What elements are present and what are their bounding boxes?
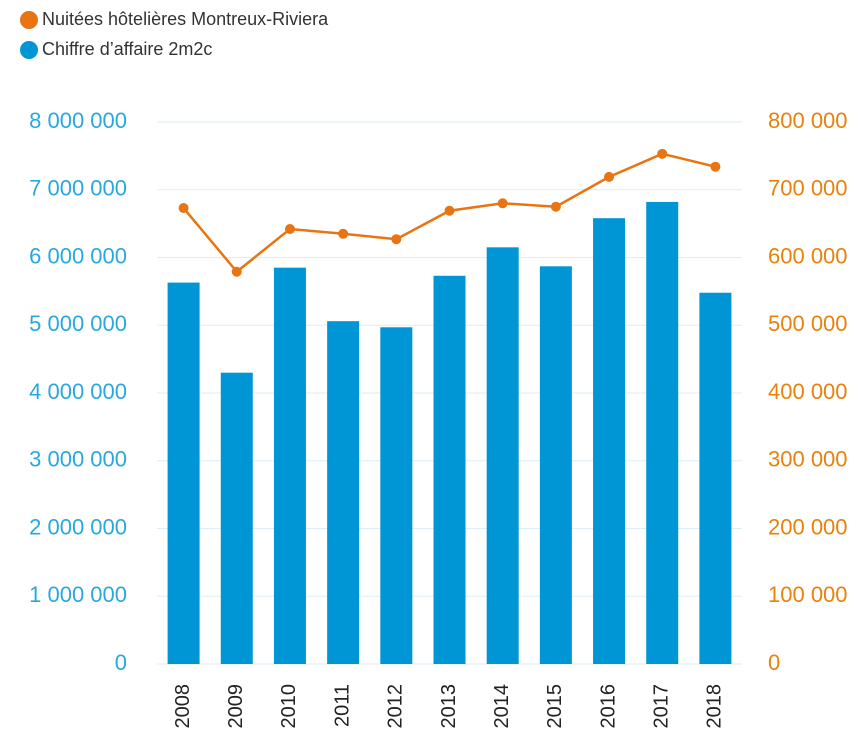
- y-tick-label: 7 000 000: [29, 176, 127, 201]
- y-tick-label: 6 000 000: [29, 243, 127, 268]
- x-tick-label: 2017: [651, 684, 673, 729]
- line-point: [657, 148, 668, 159]
- y-tick-label: 4 000 000: [29, 379, 127, 404]
- line-point: [178, 203, 189, 214]
- x-tick-label: 2018: [704, 684, 726, 729]
- bar: [593, 218, 626, 664]
- y-tick-label: 2 000 000: [29, 514, 127, 539]
- legend-marker: [20, 41, 38, 59]
- bar: [433, 275, 466, 664]
- legend-label: Nuitées hôtelières Montreux-Riviera: [42, 9, 329, 29]
- x-tick-label: 2014: [491, 684, 513, 729]
- x-tick-label: 2011: [331, 684, 353, 727]
- legend-label: Chiffre d’affaire 2m2c: [42, 39, 212, 59]
- y2-tick-label: 600 000: [768, 243, 848, 268]
- y-tick-label: 8 000 000: [29, 108, 127, 133]
- line-point: [604, 171, 615, 182]
- line-point: [497, 198, 508, 209]
- bar: [220, 372, 253, 664]
- bar: [646, 201, 679, 664]
- y-tick-label: 0: [115, 650, 127, 675]
- bar: [699, 292, 732, 664]
- x-tick-label: 2009: [225, 684, 247, 729]
- y2-tick-label: 200 000: [768, 514, 848, 539]
- line-point: [550, 201, 561, 212]
- y2-tick-label: 700 000: [768, 176, 848, 201]
- x-tick-label: 2012: [385, 684, 407, 729]
- bar: [327, 321, 360, 664]
- line-point: [231, 266, 242, 277]
- legend-marker: [20, 11, 38, 29]
- x-tick-label: 2010: [278, 684, 300, 729]
- x-tick-label: 2015: [544, 684, 566, 729]
- line-point: [444, 205, 455, 216]
- line-point: [338, 228, 349, 239]
- y2-tick-label: 800 000: [768, 108, 848, 133]
- bar: [539, 266, 572, 664]
- line-point: [391, 234, 402, 245]
- bar: [486, 247, 519, 664]
- bar: [380, 327, 413, 664]
- y2-tick-label: 0: [768, 650, 780, 675]
- x-tick-label: 2013: [438, 684, 460, 729]
- x-tick-label: 2016: [597, 684, 619, 729]
- y2-tick-label: 300 000: [768, 447, 848, 472]
- y-tick-label: 3 000 000: [29, 447, 127, 472]
- y2-tick-label: 400 000: [768, 379, 848, 404]
- bar: [167, 282, 200, 664]
- y2-tick-label: 100 000: [768, 582, 848, 607]
- line-point: [284, 224, 295, 235]
- y2-tick-label: 500 000: [768, 311, 848, 336]
- line-point: [710, 161, 721, 172]
- bar: [273, 267, 306, 664]
- x-tick-label: 2008: [172, 684, 194, 729]
- y-tick-label: 5 000 000: [29, 311, 127, 336]
- y-tick-label: 1 000 000: [29, 582, 127, 607]
